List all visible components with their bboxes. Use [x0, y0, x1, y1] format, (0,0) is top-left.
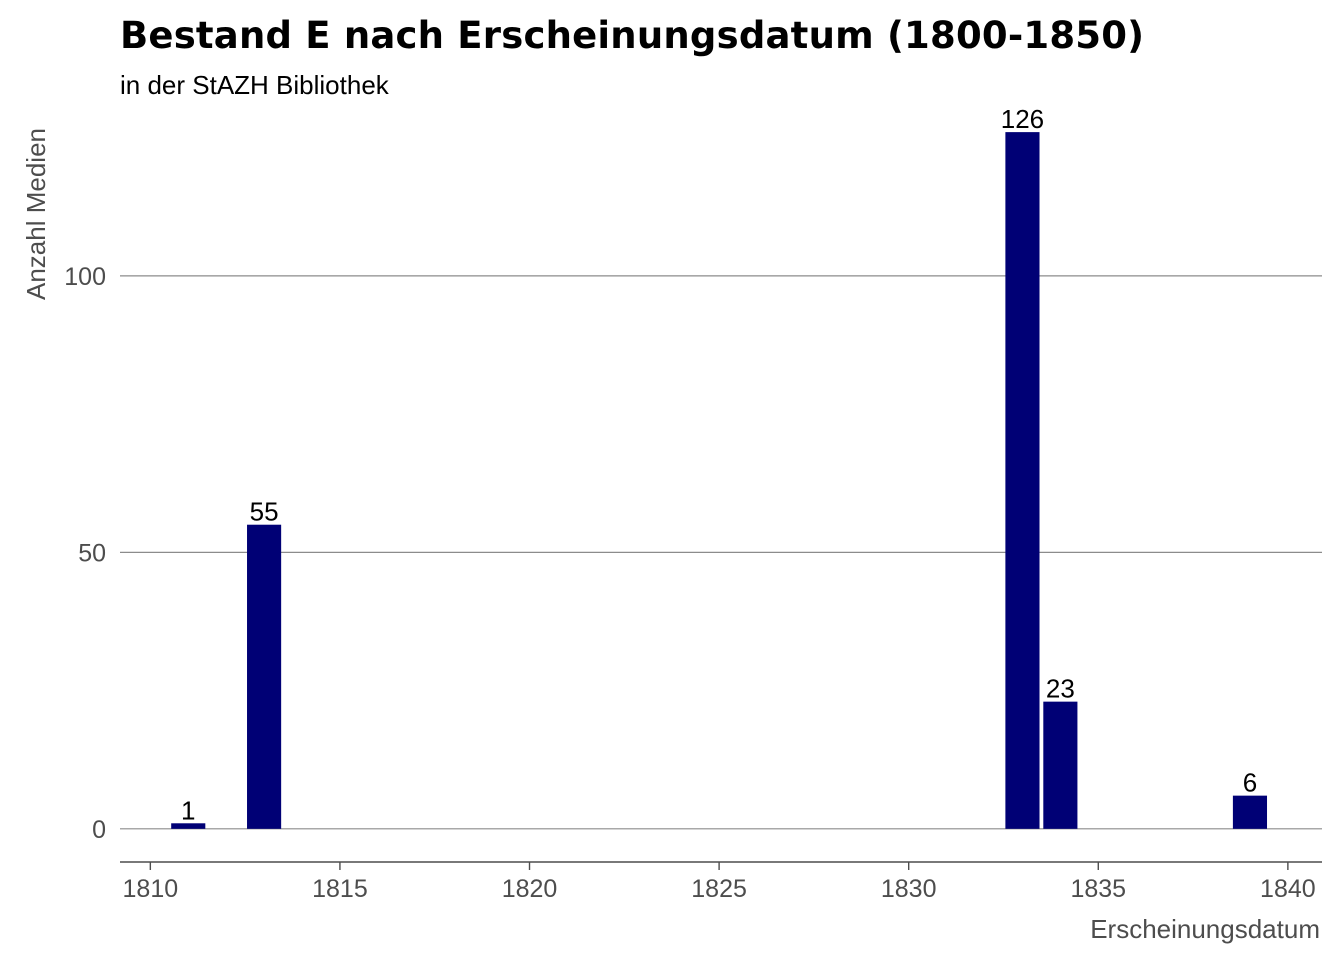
bar-value-label: 23	[1046, 674, 1075, 704]
y-axis-title: Anzahl Medien	[21, 128, 51, 300]
bar	[1232, 795, 1268, 829]
bar-value-label: 126	[1001, 104, 1044, 134]
grid-lines	[120, 275, 1322, 830]
axes: 0 50 100 1810 1815 1820 1825 1830 1835 1840	[64, 263, 1322, 903]
bar	[1043, 701, 1078, 829]
y-tick-label: 50	[78, 539, 106, 567]
y-tick-label: 0	[92, 816, 106, 844]
bar-value-label: 1	[181, 795, 195, 825]
bars	[171, 132, 1268, 829]
x-tick-label: 1810	[123, 875, 179, 903]
bar	[1005, 132, 1040, 829]
x-tick-label: 1815	[312, 875, 368, 903]
x-axis-title: Erscheinungsdatum	[1090, 914, 1320, 944]
y-tick-label: 100	[64, 263, 106, 291]
x-tick-label: 1820	[502, 875, 558, 903]
chart-title: Bestand E nach Erscheinungsdatum (1800-1…	[120, 14, 1145, 57]
bar	[247, 524, 282, 829]
chart-subtitle: in der StAZH Bibliothek	[120, 70, 389, 100]
x-tick-label: 1835	[1070, 875, 1126, 903]
bar-labels: 1 55 126 23 6	[181, 104, 1257, 825]
x-tick-label: 1830	[881, 875, 937, 903]
x-tick-label: 1840	[1260, 875, 1316, 903]
x-tick-label: 1825	[691, 875, 747, 903]
bar-value-label: 6	[1243, 768, 1257, 798]
bar-value-label: 55	[250, 497, 279, 527]
bar	[171, 823, 206, 829]
